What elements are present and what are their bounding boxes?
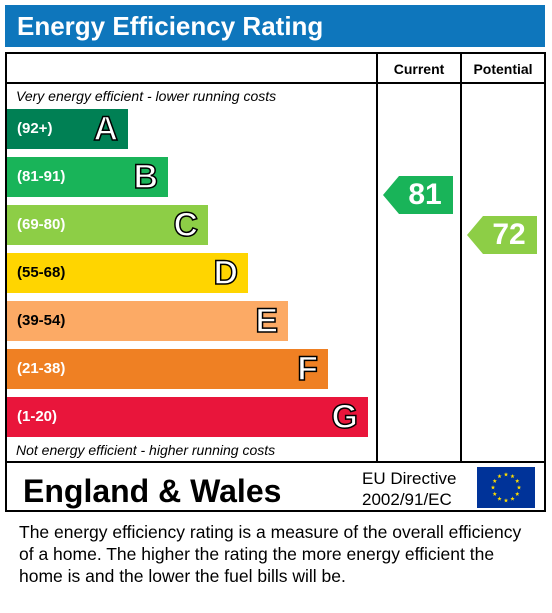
band-range-label: (92+): [17, 120, 53, 137]
potential-pointer-shape: [467, 216, 537, 255]
band-letter: A: [93, 109, 119, 149]
rating-chart: Current Potential Very energy efficient …: [5, 52, 546, 512]
flag-star: [492, 478, 497, 483]
band-range-label: (39-54): [17, 312, 66, 329]
band-g: (1-20) G: [7, 397, 368, 437]
band-range-label: (21-38): [17, 360, 66, 377]
band-a: (92+) A: [7, 109, 128, 149]
band-range-label: (81-91): [17, 168, 66, 185]
potential-rating-pointer: 72: [467, 216, 537, 255]
band-f: (21-38) F: [7, 349, 328, 389]
column-divider-current: [376, 54, 378, 463]
band-range-label: (1-20): [17, 408, 58, 425]
country-label: England & Wales: [23, 473, 282, 509]
eu-directive: EU Directive 2002/91/EC: [362, 468, 456, 510]
note-top: Very energy efficient - lower running co…: [16, 88, 277, 104]
flag-star: [515, 478, 520, 483]
flag-star: [503, 472, 509, 477]
directive-line1: EU Directive: [362, 469, 457, 488]
band-range-label: (55-68): [17, 264, 66, 281]
band-letter: D: [213, 253, 239, 293]
eu-flag-icon: [477, 467, 535, 508]
flag-star: [510, 473, 515, 479]
column-header-potential: Potential: [473, 61, 533, 77]
band-c: (69-80) C: [7, 205, 208, 245]
flag-star: [490, 485, 496, 490]
footer-divider: [7, 461, 544, 463]
header-divider: [7, 82, 544, 84]
note-bottom: Not energy efficient - higher running co…: [16, 442, 276, 458]
band-letter: F: [296, 349, 318, 389]
current-rating-value: 81: [408, 178, 442, 211]
current-pointer-shape: [383, 176, 453, 214]
band-letter: E: [255, 301, 279, 341]
current-rating-pointer: 81: [383, 176, 453, 214]
flag-star: [503, 498, 509, 503]
directive-line2: 2002/91/EC: [362, 490, 452, 509]
flag-star: [497, 473, 502, 479]
flag-star: [515, 491, 520, 496]
band-b: (81-91) B: [7, 157, 168, 197]
band-d: (55-68) D: [7, 253, 248, 293]
band-letter: G: [331, 397, 359, 437]
band-letter: C: [173, 205, 199, 245]
band-range-label: (69-80): [17, 216, 66, 233]
column-header-current: Current: [393, 61, 445, 77]
column-divider-potential: [460, 54, 462, 463]
flag-star: [516, 485, 522, 490]
page-title: Energy Efficiency Rating: [5, 5, 545, 47]
band-e: (39-54) E: [7, 301, 288, 341]
flag-star: [510, 496, 515, 501]
description-text: The energy efficiency rating is a measur…: [19, 522, 522, 586]
flag-star: [497, 496, 502, 501]
potential-rating-value: 72: [492, 218, 526, 252]
band-letter: B: [133, 157, 159, 197]
flag-star: [492, 491, 497, 496]
